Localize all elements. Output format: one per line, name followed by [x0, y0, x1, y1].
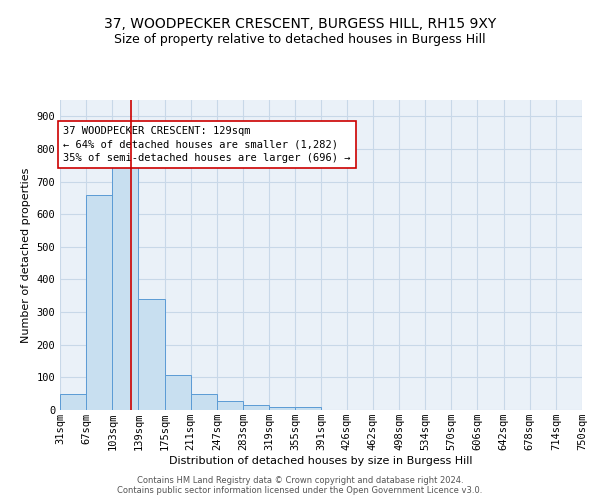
Bar	[86, 194, 112, 410]
Bar	[269, 406, 295, 410]
Bar	[217, 401, 243, 410]
Text: 37 WOODPECKER CRESCENT: 129sqm
← 64% of detached houses are smaller (1,282)
35% : 37 WOODPECKER CRESCENT: 129sqm ← 64% of …	[63, 126, 350, 162]
Text: 37, WOODPECKER CRESCENT, BURGESS HILL, RH15 9XY: 37, WOODPECKER CRESCENT, BURGESS HILL, R…	[104, 18, 496, 32]
Bar	[112, 166, 139, 410]
X-axis label: Distribution of detached houses by size in Burgess Hill: Distribution of detached houses by size …	[169, 456, 473, 466]
Text: Size of property relative to detached houses in Burgess Hill: Size of property relative to detached ho…	[114, 32, 486, 46]
Bar	[191, 394, 217, 410]
Text: Contains HM Land Registry data © Crown copyright and database right 2024.: Contains HM Land Registry data © Crown c…	[137, 476, 463, 485]
Text: Contains public sector information licensed under the Open Government Licence v3: Contains public sector information licen…	[118, 486, 482, 495]
Bar	[164, 375, 191, 410]
Y-axis label: Number of detached properties: Number of detached properties	[21, 168, 31, 342]
Bar	[60, 394, 86, 410]
Bar	[139, 299, 164, 410]
Bar	[243, 406, 269, 410]
Bar	[295, 408, 322, 410]
